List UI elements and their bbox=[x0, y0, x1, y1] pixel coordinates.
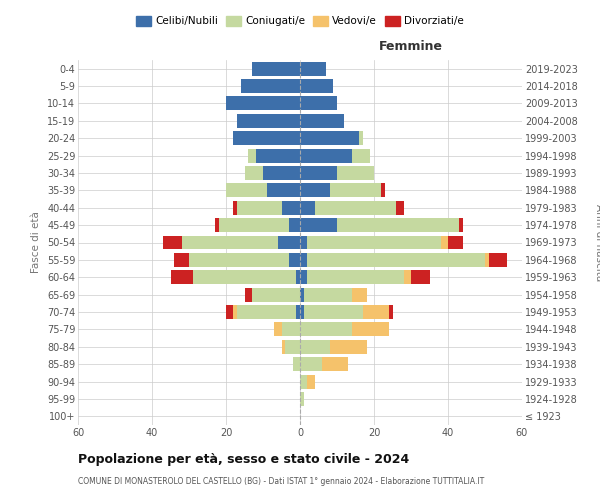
Bar bbox=[300, 114, 344, 128]
Bar bbox=[281, 322, 300, 336]
Bar bbox=[382, 184, 385, 198]
Bar bbox=[304, 288, 352, 302]
Bar bbox=[263, 166, 300, 180]
Bar bbox=[233, 305, 237, 319]
Bar bbox=[237, 201, 281, 214]
Bar bbox=[256, 148, 300, 162]
Bar bbox=[233, 132, 300, 145]
Bar bbox=[278, 236, 300, 250]
Bar bbox=[233, 201, 237, 214]
Y-axis label: Anni di nascita: Anni di nascita bbox=[595, 204, 600, 281]
Bar bbox=[307, 270, 404, 284]
Bar bbox=[300, 270, 307, 284]
Bar bbox=[396, 201, 404, 214]
Bar bbox=[300, 218, 337, 232]
Bar bbox=[226, 96, 300, 110]
Bar bbox=[289, 253, 300, 267]
Bar bbox=[329, 340, 367, 353]
Bar bbox=[300, 236, 307, 250]
Bar bbox=[226, 184, 267, 198]
Bar bbox=[440, 236, 448, 250]
Bar bbox=[411, 270, 430, 284]
Bar bbox=[281, 201, 300, 214]
Bar bbox=[174, 253, 189, 267]
Bar bbox=[285, 340, 300, 353]
Bar bbox=[352, 288, 367, 302]
Bar bbox=[448, 236, 463, 250]
Bar bbox=[189, 253, 289, 267]
Bar bbox=[322, 357, 348, 371]
Bar bbox=[389, 305, 392, 319]
Bar bbox=[352, 322, 389, 336]
Bar bbox=[300, 132, 359, 145]
Bar bbox=[182, 236, 278, 250]
Bar bbox=[300, 392, 304, 406]
Legend: Celibi/Nubili, Coniugati/e, Vedovi/e, Divorziati/e: Celibi/Nubili, Coniugati/e, Vedovi/e, Di… bbox=[134, 14, 466, 28]
Bar bbox=[163, 236, 182, 250]
Bar bbox=[215, 218, 218, 232]
Bar bbox=[337, 166, 374, 180]
Bar bbox=[352, 148, 370, 162]
Bar bbox=[300, 166, 337, 180]
Bar bbox=[300, 374, 307, 388]
Bar bbox=[300, 148, 352, 162]
Bar bbox=[300, 79, 334, 93]
Bar bbox=[218, 218, 289, 232]
Bar bbox=[300, 253, 307, 267]
Bar bbox=[307, 253, 485, 267]
Bar bbox=[300, 322, 352, 336]
Bar bbox=[300, 62, 326, 76]
Bar bbox=[226, 305, 233, 319]
Bar bbox=[300, 305, 304, 319]
Bar bbox=[300, 184, 329, 198]
Bar bbox=[300, 340, 329, 353]
Bar bbox=[252, 62, 300, 76]
Bar bbox=[241, 79, 300, 93]
Bar bbox=[300, 96, 337, 110]
Bar bbox=[296, 305, 300, 319]
Bar bbox=[459, 218, 463, 232]
Bar bbox=[245, 166, 263, 180]
Bar bbox=[274, 322, 281, 336]
Text: COMUNE DI MONASTEROLO DEL CASTELLO (BG) - Dati ISTAT 1° gennaio 2024 - Elaborazi: COMUNE DI MONASTEROLO DEL CASTELLO (BG) … bbox=[78, 478, 484, 486]
Bar bbox=[315, 201, 396, 214]
Bar bbox=[485, 253, 489, 267]
Bar bbox=[363, 305, 389, 319]
Bar bbox=[404, 270, 411, 284]
Bar bbox=[237, 114, 300, 128]
Bar bbox=[296, 270, 300, 284]
Bar bbox=[281, 340, 285, 353]
Bar bbox=[293, 357, 300, 371]
Y-axis label: Fasce di età: Fasce di età bbox=[31, 212, 41, 274]
Bar bbox=[252, 288, 300, 302]
Bar bbox=[304, 305, 363, 319]
Bar bbox=[267, 184, 300, 198]
Bar bbox=[193, 270, 296, 284]
Bar bbox=[300, 288, 304, 302]
Bar bbox=[248, 148, 256, 162]
Bar bbox=[300, 201, 315, 214]
Bar bbox=[245, 288, 252, 302]
Bar bbox=[337, 218, 459, 232]
Bar bbox=[289, 218, 300, 232]
Bar bbox=[307, 374, 315, 388]
Text: Femmine: Femmine bbox=[379, 40, 443, 52]
Bar bbox=[237, 305, 296, 319]
Bar bbox=[170, 270, 193, 284]
Bar bbox=[359, 132, 363, 145]
Bar bbox=[489, 253, 507, 267]
Bar bbox=[300, 357, 322, 371]
Bar bbox=[329, 184, 382, 198]
Bar bbox=[307, 236, 440, 250]
Text: Popolazione per età, sesso e stato civile - 2024: Popolazione per età, sesso e stato civil… bbox=[78, 452, 409, 466]
